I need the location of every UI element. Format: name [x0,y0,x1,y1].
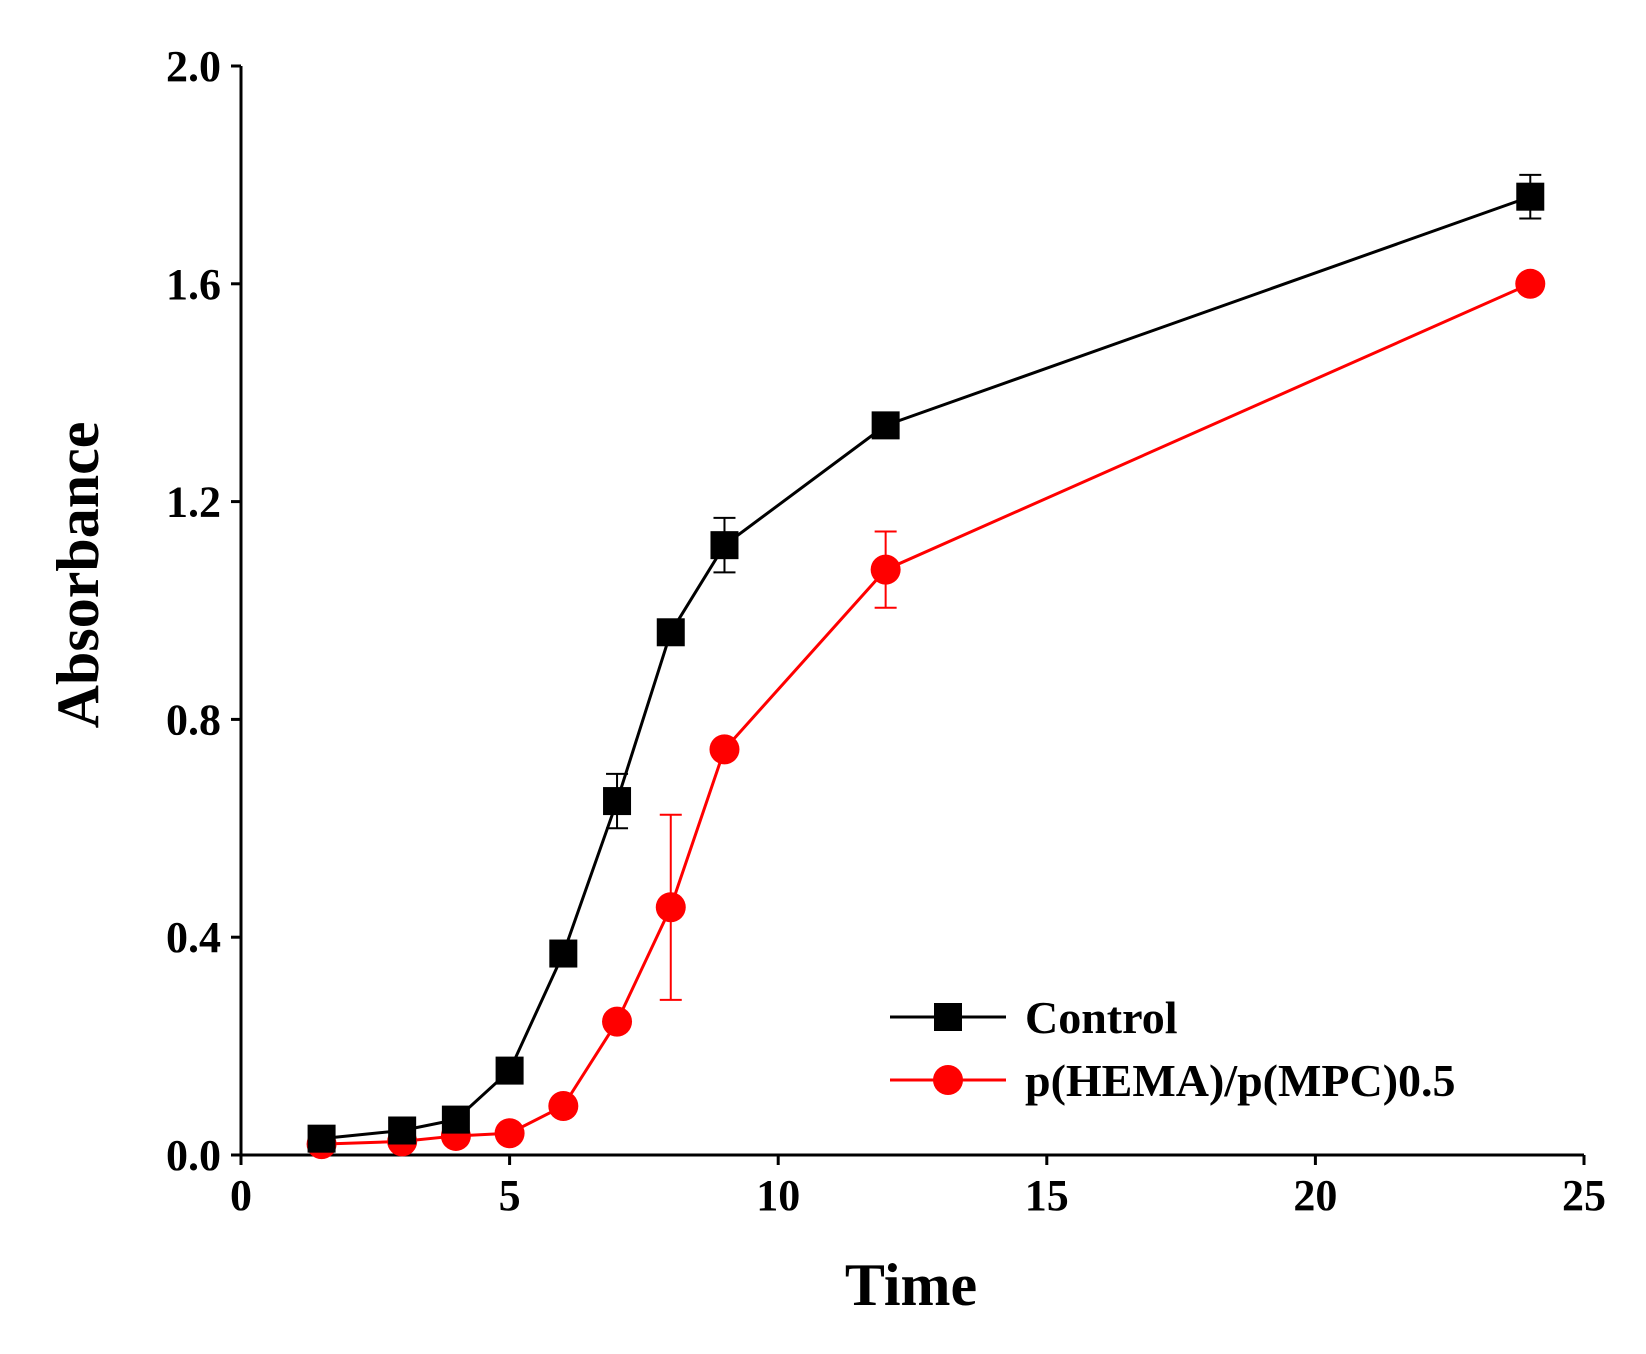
data-point [709,734,740,765]
series-line [321,195,1531,1141]
data-point [710,531,739,560]
data-point [655,892,686,923]
data-point [1516,182,1545,211]
y-axis-title: Absorbance [45,422,111,729]
axes [239,66,1584,1157]
data-point [441,1105,470,1134]
legend-label: Control [1025,992,1178,1043]
data-point [388,1116,417,1145]
x-axis-title: Time [845,1252,977,1318]
series-control [307,173,1545,1153]
legend-entry: p(HEMA)/p(MPC)0.5 [890,1055,1456,1106]
data-point [870,554,901,585]
series-hema-mpc [306,268,1546,1160]
y-tick-label: 1.6 [166,260,221,309]
x-tick-label: 25 [1562,1171,1606,1220]
data-point [495,1056,524,1085]
y-tick-label: 2.0 [166,42,221,91]
data-point [871,411,900,440]
legend-label: p(HEMA)/p(MPC)0.5 [1025,1055,1456,1106]
legend-entry: Control [890,992,1178,1043]
legend-marker [933,1065,963,1095]
data-point [602,1006,633,1037]
data-point [548,1090,579,1121]
legend: Control p(HEMA)/p(MPC)0.5 [890,992,1456,1106]
data-point [307,1124,336,1153]
data-point [494,1118,525,1149]
x-tick-label: 0 [230,1171,252,1220]
data-point [656,618,685,647]
legend-marker [934,1003,962,1031]
x-tick-label: 15 [1025,1171,1069,1220]
y-tick-label: 0.4 [166,913,221,962]
tick-marks [231,64,1586,1165]
data-point [549,939,578,968]
x-tick-label: 20 [1293,1171,1337,1220]
tick-labels: 0.0 0.4 0.8 1.2 1.6 2.0 0 5 10 15 20 25 [166,42,1606,1220]
data-series [306,173,1546,1160]
data-point [1515,268,1546,299]
series-line [321,282,1531,1146]
y-tick-label: 0.0 [166,1131,221,1180]
data-point [603,787,632,816]
y-tick-label: 1.2 [166,478,221,527]
x-tick-label: 10 [756,1171,800,1220]
y-tick-label: 0.8 [166,695,221,744]
x-tick-label: 5 [499,1171,521,1220]
